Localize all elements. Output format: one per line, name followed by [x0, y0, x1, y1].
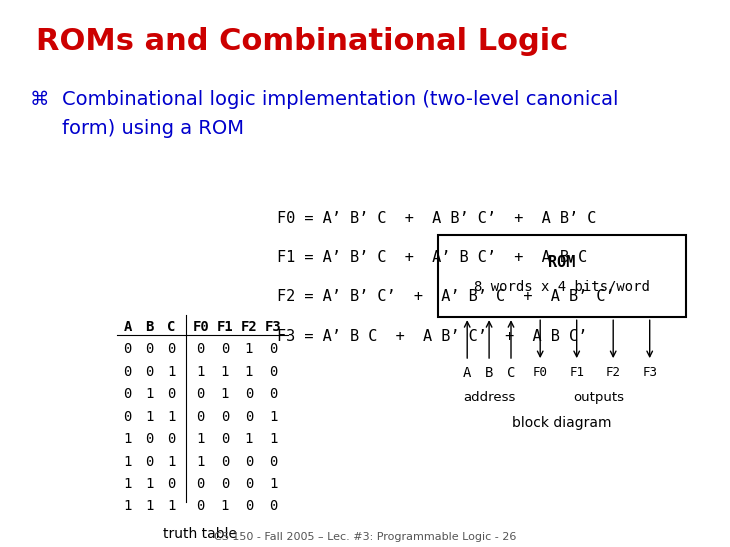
Text: 1: 1: [269, 432, 277, 446]
Text: 0: 0: [245, 387, 253, 401]
Text: 1: 1: [269, 477, 277, 491]
Text: 1: 1: [220, 387, 229, 401]
Text: F3: F3: [265, 320, 281, 334]
Text: 1: 1: [145, 410, 154, 424]
Text: outputs: outputs: [573, 391, 624, 404]
Text: 0: 0: [196, 410, 205, 424]
Text: form) using a ROM: form) using a ROM: [62, 119, 244, 138]
Text: 1: 1: [145, 477, 154, 491]
Text: 0: 0: [245, 499, 253, 514]
Text: 1: 1: [196, 455, 205, 469]
Text: 1: 1: [196, 365, 205, 379]
Text: A: A: [463, 366, 472, 381]
Text: F0: F0: [533, 366, 548, 380]
Text: ROM: ROM: [548, 255, 576, 270]
Text: ROMs and Combinational Logic: ROMs and Combinational Logic: [36, 27, 569, 56]
Text: 1: 1: [167, 410, 176, 424]
Text: 8 words x 4 bits/word: 8 words x 4 bits/word: [474, 279, 650, 293]
Text: 0: 0: [245, 410, 253, 424]
Text: 0: 0: [145, 455, 154, 469]
Text: F3 = A’ B C  +  A B’ C’  +  A B C’: F3 = A’ B C + A B’ C’ + A B C’: [277, 329, 588, 344]
Text: F2 = A’ B’ C’  +  A’ B’ C  +  A B’ C’: F2 = A’ B’ C’ + A’ B’ C + A B’ C’: [277, 289, 615, 304]
Text: ⌘: ⌘: [29, 90, 49, 109]
Text: 0: 0: [196, 499, 205, 514]
Text: 0: 0: [196, 342, 205, 357]
Text: 0: 0: [123, 342, 132, 357]
Text: 0: 0: [123, 365, 132, 379]
Text: F0 = A’ B’ C  +  A B’ C’  +  A B’ C: F0 = A’ B’ C + A B’ C’ + A B’ C: [277, 211, 597, 225]
Text: 1: 1: [245, 432, 253, 446]
Text: 1: 1: [269, 410, 277, 424]
Text: 1: 1: [196, 432, 205, 446]
Text: 0: 0: [245, 477, 253, 491]
Text: 0: 0: [269, 365, 277, 379]
Text: 0: 0: [167, 432, 176, 446]
Text: A: A: [123, 320, 132, 334]
Text: address: address: [463, 391, 515, 404]
Text: F2: F2: [606, 366, 620, 380]
Text: 0: 0: [269, 455, 277, 469]
Text: 1: 1: [220, 499, 229, 514]
Text: 1: 1: [123, 499, 132, 514]
Text: 0: 0: [196, 477, 205, 491]
Text: 0: 0: [220, 342, 229, 357]
Text: 1: 1: [123, 432, 132, 446]
Text: 0: 0: [220, 432, 229, 446]
Text: B: B: [145, 320, 154, 334]
Text: 1: 1: [167, 499, 176, 514]
Text: 1: 1: [167, 455, 176, 469]
Text: 0: 0: [123, 410, 132, 424]
Text: block diagram: block diagram: [512, 416, 612, 430]
Text: 0: 0: [167, 387, 176, 401]
Text: F1: F1: [217, 320, 233, 334]
Text: 1: 1: [245, 365, 253, 379]
Text: 0: 0: [145, 342, 154, 357]
Text: 0: 0: [167, 342, 176, 357]
Bar: [438, 235, 686, 317]
Text: 0: 0: [167, 477, 176, 491]
Text: 0: 0: [220, 410, 229, 424]
Text: 1: 1: [167, 365, 176, 379]
Text: truth table: truth table: [164, 527, 237, 542]
Text: 1: 1: [145, 499, 154, 514]
Text: 1: 1: [123, 455, 132, 469]
Text: B: B: [485, 366, 493, 381]
Text: F0: F0: [193, 320, 209, 334]
Text: F3: F3: [642, 366, 657, 380]
Text: 0: 0: [145, 432, 154, 446]
Text: F2: F2: [241, 320, 257, 334]
Text: 0: 0: [145, 365, 154, 379]
Text: 1: 1: [220, 365, 229, 379]
Text: 0: 0: [245, 455, 253, 469]
Text: CS 150 - Fall 2005 – Lec. #3: Programmable Logic - 26: CS 150 - Fall 2005 – Lec. #3: Programmab…: [214, 532, 516, 542]
Text: F1 = A’ B’ C  +  A’ B C’  +  A B C: F1 = A’ B’ C + A’ B C’ + A B C: [277, 250, 588, 265]
Text: F1: F1: [569, 366, 584, 380]
Text: C: C: [507, 366, 515, 381]
Text: Combinational logic implementation (two-level canonical: Combinational logic implementation (two-…: [62, 90, 618, 109]
Text: 0: 0: [220, 455, 229, 469]
Text: 1: 1: [245, 342, 253, 357]
Text: 0: 0: [269, 342, 277, 357]
Text: 0: 0: [123, 387, 132, 401]
Text: 1: 1: [145, 387, 154, 401]
Text: 0: 0: [220, 477, 229, 491]
Text: 0: 0: [269, 387, 277, 401]
Text: C: C: [167, 320, 176, 334]
Text: 1: 1: [123, 477, 132, 491]
Text: 0: 0: [196, 387, 205, 401]
Text: 0: 0: [269, 499, 277, 514]
